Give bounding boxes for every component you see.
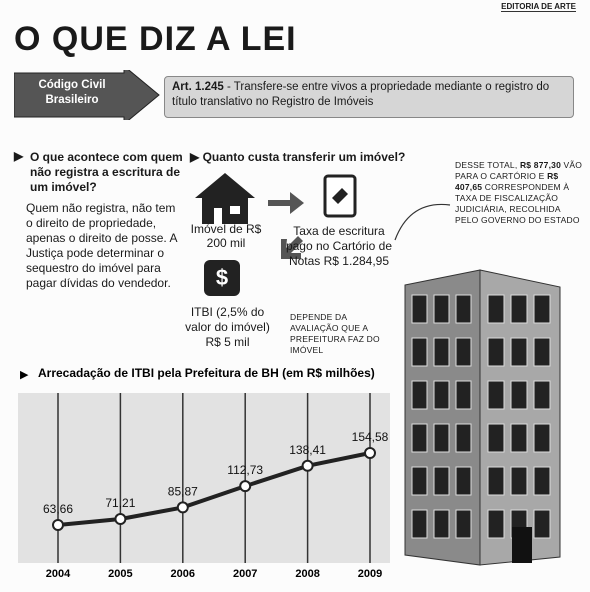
- article-text: - Transfere-se entre vivos a propriedade…: [172, 81, 550, 108]
- window: [411, 466, 428, 496]
- question-block: ▶ O que acontece com quem não registra a …: [14, 149, 184, 291]
- question-title: O que acontece com quem não registra a e…: [30, 150, 183, 194]
- property: Imóvel de R$ 200 mil: [190, 222, 262, 250]
- window: [533, 423, 551, 453]
- window: [510, 423, 528, 453]
- window: [487, 380, 505, 410]
- credit: EDITORIA DE ARTE: [501, 2, 576, 12]
- window: [510, 294, 528, 324]
- answer: Quem não registra, não tem o direito de …: [26, 201, 177, 290]
- window: [487, 423, 505, 453]
- door: [512, 527, 532, 563]
- line: [57, 451, 371, 527]
- window: [411, 509, 428, 539]
- law-text: Art. 1.245 - Transfere-se entre vivos a …: [172, 80, 567, 110]
- x-tick-label: 2008: [295, 568, 319, 580]
- window: [533, 509, 551, 539]
- point: [114, 513, 127, 526]
- value-label: 71,21: [105, 496, 135, 510]
- value-label: 63,66: [43, 502, 73, 516]
- window: [433, 423, 450, 453]
- window: [533, 466, 551, 496]
- window: [433, 337, 450, 367]
- building: [404, 269, 561, 566]
- value-label: 154,58: [352, 430, 389, 444]
- window: [510, 380, 528, 410]
- itbi-note: DEPENDE DA AVALIAÇÃO QUE A PREFEITURA FA…: [290, 312, 380, 355]
- note-part: R$ 877,30: [519, 160, 561, 170]
- source-arrow: [14, 70, 160, 120]
- chart-title: Arrecadação de ITBI pela Prefeitura de B…: [38, 366, 375, 380]
- window: [433, 509, 450, 539]
- window: [487, 337, 505, 367]
- window: [487, 509, 505, 539]
- point: [239, 480, 252, 493]
- window: [455, 380, 472, 410]
- note-part: R$ 407,65: [455, 171, 559, 192]
- window: [411, 337, 428, 367]
- x-tick-label: 2005: [108, 568, 132, 580]
- cost-icons: [195, 173, 357, 259]
- window: [455, 466, 472, 496]
- point: [364, 447, 376, 459]
- point: [176, 501, 189, 514]
- window: [533, 380, 551, 410]
- law-banner: Código Civil Brasileiro Art. 1.245 - Tra…: [14, 70, 574, 120]
- window: [455, 294, 472, 324]
- value-label: 138,41: [289, 443, 326, 457]
- note-arrow: [394, 203, 451, 241]
- window: [411, 423, 428, 453]
- window: [411, 380, 428, 410]
- window: [433, 466, 450, 496]
- point: [301, 459, 314, 472]
- note-part: DESSE TOTAL,: [455, 160, 520, 170]
- window: [533, 294, 551, 324]
- cost-title-text: Quanto custa transferir um imóvel?: [202, 150, 406, 164]
- x-tick-label: 2007: [233, 568, 257, 580]
- article: Art. 1.245: [172, 81, 224, 93]
- plot-band: [18, 393, 390, 563]
- window: [433, 294, 450, 324]
- window: [455, 509, 472, 539]
- note-part: VÃO PARA O CARTÓRIO E: [455, 160, 583, 181]
- cost-title: ▶ Quanto custa transferir um imóvel?: [190, 150, 406, 164]
- window: [455, 337, 472, 367]
- value-label: 112,73: [227, 463, 263, 477]
- fee-note: DESSE TOTAL, R$ 877,30 VÃO PARA O CARTÓR…: [455, 160, 585, 226]
- x-tick-label: 2004: [46, 568, 71, 580]
- window: [455, 423, 472, 453]
- title: O QUE DIZ A LEI: [14, 20, 297, 58]
- law-source: Código Civil Brasileiro: [38, 79, 106, 106]
- x-tick-label: 2006: [171, 568, 195, 580]
- line-chart: Arrecadação de ITBI pela Prefeitura de B…: [18, 366, 390, 580]
- window: [510, 466, 528, 496]
- window: [487, 294, 505, 324]
- question: ▶ O que acontece com quem não registra a …: [14, 149, 183, 194]
- itbi: ITBI (2,5% do valor do imóvel) R$ 5 mil: [185, 305, 270, 349]
- svg-text:$: $: [216, 265, 228, 290]
- window: [510, 337, 528, 367]
- note-part: CORRESPONDEM À TAXA DE FISCALIZAÇÃO JUDI…: [455, 182, 580, 225]
- money-icon: $: [204, 260, 240, 296]
- bullet: ▶: [20, 369, 29, 381]
- window: [411, 294, 428, 324]
- fee: Taxa de escritura pago no Cartório de No…: [285, 224, 393, 268]
- point: [52, 519, 64, 531]
- x-tick-label: 2009: [358, 568, 382, 580]
- value-label: 85,87: [168, 484, 198, 498]
- law-box: [164, 76, 574, 118]
- window: [433, 380, 450, 410]
- window: [533, 337, 551, 367]
- window: [487, 466, 505, 496]
